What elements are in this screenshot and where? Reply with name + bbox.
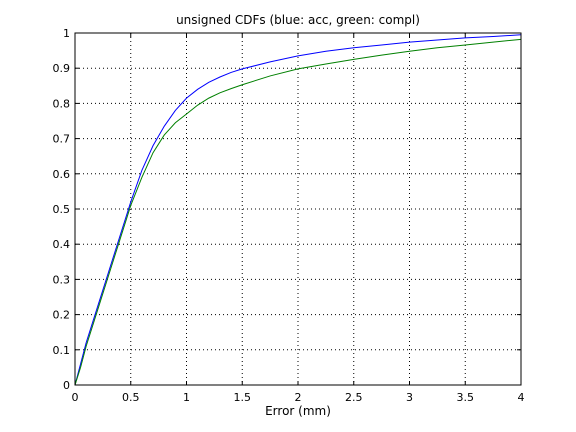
y-tick-label: 0.4	[53, 238, 71, 251]
grid-lines	[75, 33, 521, 385]
y-tick-label: 0.7	[53, 133, 71, 146]
y-tick-label: 0.8	[53, 97, 71, 110]
x-tick-label: 3	[406, 391, 413, 404]
x-tick-label: 0	[72, 391, 79, 404]
x-tick-label: 3.5	[457, 391, 475, 404]
series-line-2	[74, 38, 522, 386]
tick-marks	[74, 32, 522, 386]
y-tick-label: 0.3	[53, 273, 71, 286]
x-tick-label: 0.5	[122, 391, 140, 404]
y-tick-label: 0.6	[53, 168, 71, 181]
series-line-1	[74, 34, 522, 386]
y-tick-label: 0	[63, 379, 70, 392]
x-tick-label: 2.5	[345, 391, 363, 404]
x-tick-label: 1	[183, 391, 190, 404]
y-tick-label: 0.1	[53, 344, 71, 357]
chart-title: unsigned CDFs (blue: acc, green: compl)	[176, 13, 420, 27]
y-tick-label: 0.9	[53, 62, 71, 75]
x-axis-label: Error (mm)	[265, 404, 331, 418]
y-tick-label: 0.2	[53, 309, 71, 322]
x-tick-labels: 0 0.5 1 1.5 2 2.5 3 3.5 4	[72, 391, 525, 404]
y-tick-labels: 0 0.1 0.2 0.3 0.4 0.5 0.6 0.7 0.8 0.9 1	[53, 27, 71, 392]
x-tick-label: 1.5	[234, 391, 252, 404]
x-tick-label: 2	[295, 391, 302, 404]
x-tick-label: 4	[518, 391, 525, 404]
y-tick-label: 0.5	[53, 203, 71, 216]
series-layer	[74, 34, 522, 386]
y-tick-label: 1	[63, 27, 70, 40]
